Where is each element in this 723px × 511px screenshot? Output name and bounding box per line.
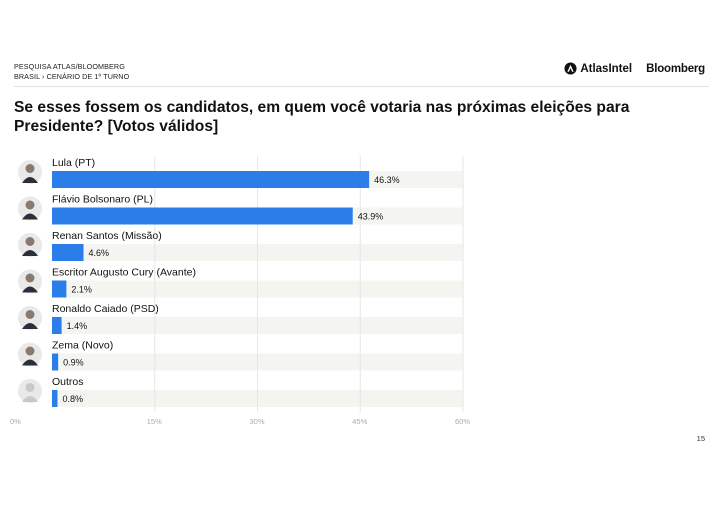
x-tick-label: 60% [455,417,470,426]
avatar-head-icon [25,310,35,319]
page-number: 15 [696,434,705,443]
atlasintel-logo: AtlasIntel [564,62,632,75]
bar [52,317,62,334]
category-label: Renan Santos (Missão) [52,230,162,242]
category-label: Escritor Augusto Cury (Avante) [52,267,196,279]
bar [52,280,67,298]
value-label: 0.9% [63,358,84,368]
x-tick-label: 15% [147,417,162,426]
x-tick-label: 30% [250,417,265,426]
chart-title: Se esses fossem os candidatos, em quem v… [14,99,630,135]
value-label: 4.6% [89,248,110,258]
avatar-head-icon [25,273,35,283]
x-tick-label: 0% [10,417,21,426]
category-label: Lula (PT) [52,157,95,169]
avatar-head-icon [25,164,35,173]
survey-name: PESQUISA ATLAS/BLOOMBERG [14,62,125,71]
bar [52,244,84,261]
atlasintel-logo-text: AtlasIntel [580,62,633,75]
avatar-body-icon [22,177,38,183]
avatar-head-icon [25,237,35,246]
value-label: 1.4% [67,321,88,331]
avatar-head-icon [25,200,35,210]
bar [52,353,59,371]
value-label: 2.1% [71,285,92,295]
breadcrumb: BRASIL › CENÁRIO DE 1º TURNO [14,72,130,81]
survey-header: PESQUISA ATLAS/BLOOMBERG BRASIL › CENÁRI… [14,62,129,82]
category-label: Flávio Bolsonaro (PL) [52,194,153,206]
avatar-body-icon [22,396,38,402]
avatar-body-icon [22,323,38,329]
category-label: Ronaldo Caiado (PSD) [52,303,159,315]
logos: AtlasIntel Bloomberg [564,62,705,75]
avatar-head-icon [25,383,35,392]
atlasintel-icon [564,62,577,75]
bar [52,390,58,407]
avatar-head-icon [25,346,35,356]
bar [52,171,370,188]
bloomberg-logo: Bloomberg [646,62,705,75]
x-tick-label: 45% [352,417,367,426]
bar [52,207,353,225]
value-label: 46.3% [374,175,400,185]
avatar-body-icon [22,286,38,293]
category-label: Zema (Novo) [52,340,113,352]
value-label: 43.9% [358,212,384,222]
value-label: 0.8% [62,394,83,404]
category-label: Outros [52,376,84,388]
avatar-body-icon [22,213,38,220]
avatar-body-icon [22,359,38,366]
avatar-body-icon [22,250,38,256]
header-divider [14,86,709,87]
